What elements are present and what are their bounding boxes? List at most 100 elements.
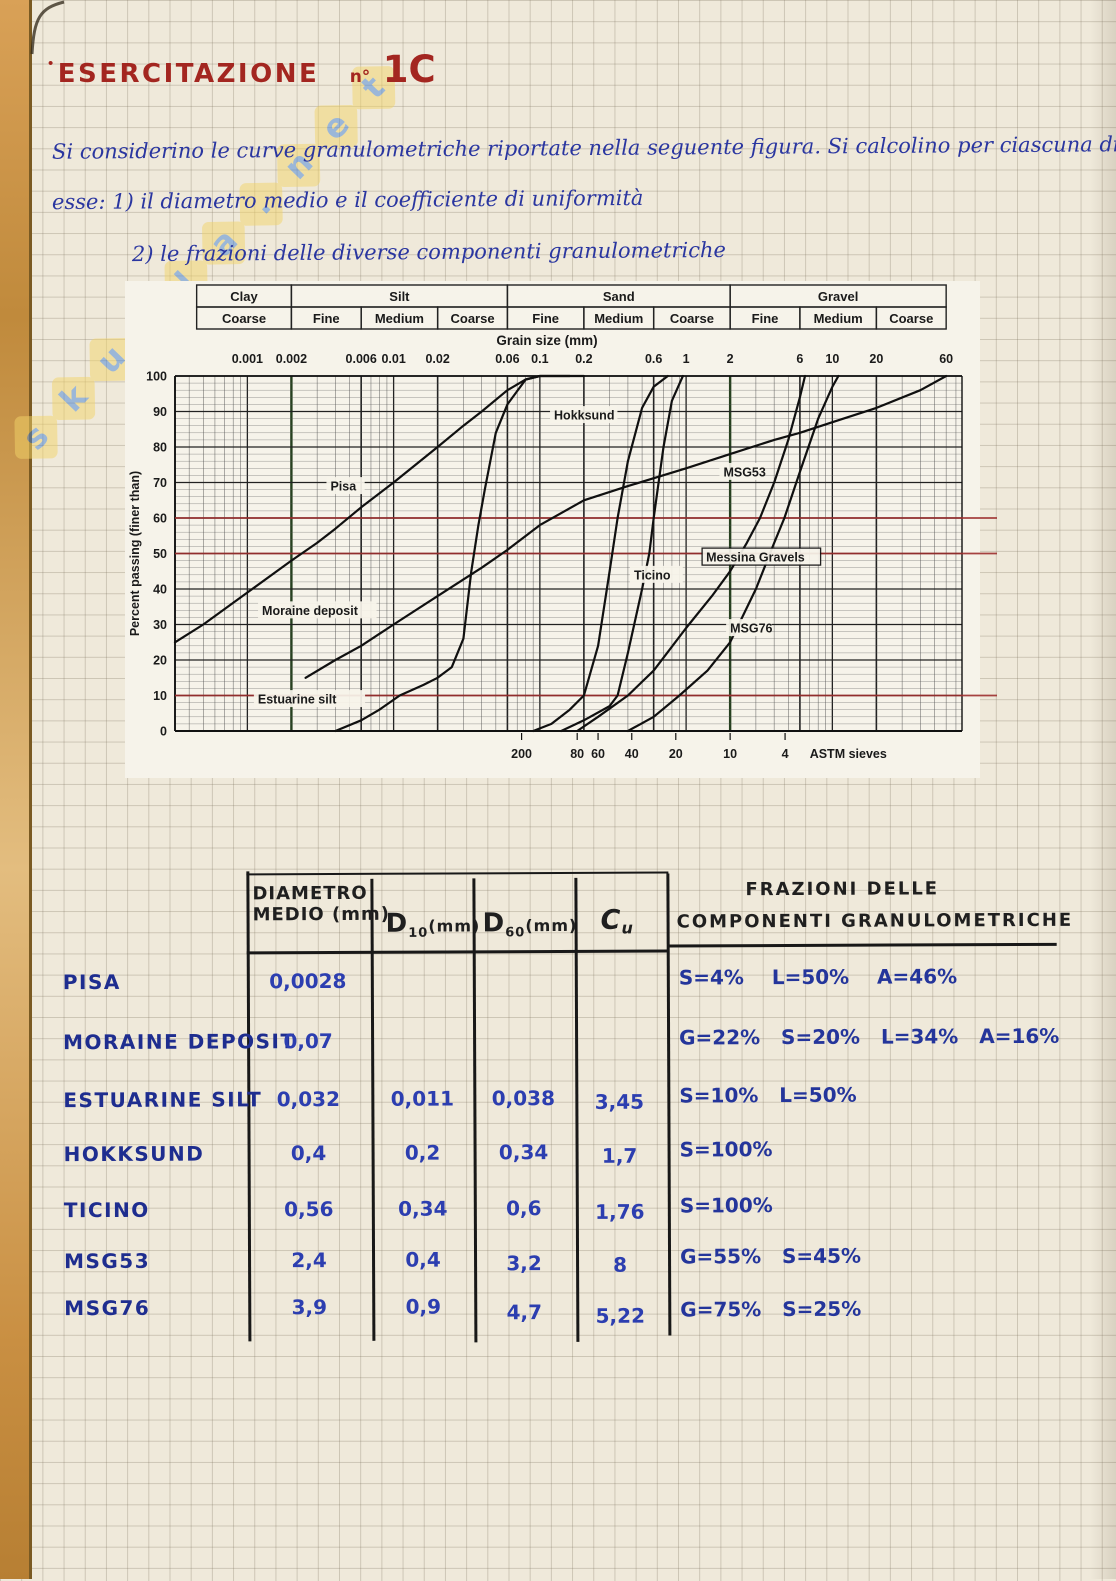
cell-fractions: G=75% S=25%	[680, 1296, 862, 1322]
svg-text:Medium: Medium	[594, 311, 643, 326]
cell-d10: 0,2	[404, 1140, 441, 1165]
row-label: PISA	[62, 969, 121, 995]
table-row: MORAINE DEPOSIT 0,07 G=22% S=20% L=34% A…	[0, 0, 1113, 1054]
svg-text:80: 80	[153, 441, 167, 455]
svg-text:Coarse: Coarse	[222, 311, 266, 326]
svg-text:0.06: 0.06	[495, 352, 519, 366]
title-bullet: •	[48, 55, 54, 72]
curve-label: Moraine deposit	[262, 604, 359, 618]
cell-cu: 3,45	[594, 1089, 645, 1114]
curve-label: Ticino	[634, 568, 671, 582]
row-label: MSG76	[64, 1295, 151, 1321]
header-cu: Cu	[601, 905, 634, 938]
cell-cu: 8	[613, 1252, 628, 1277]
svg-text:10: 10	[153, 689, 167, 703]
header-d60: D60(mm)	[483, 908, 578, 941]
table-row: MSG53 2,4 0,4 3,2 8 G=55% S=45%	[0, 0, 1113, 1277]
svg-text:10: 10	[825, 352, 839, 366]
title-word: ESERCITAZIONE	[57, 59, 320, 89]
table-row: MSG76 3,9 0,9 4,7 5,22 G=75% S=25%	[0, 0, 1113, 1328]
classification-bands: Clay Coarse Silt Fine Medium Coarse Sand Fine Me…	[195, 284, 947, 330]
table-row: PISA 0,0028 S=4% L=50% A=46%	[0, 0, 1113, 994]
svg-text:60: 60	[591, 747, 605, 761]
curve-label: Pisa	[330, 480, 357, 494]
row-label: ESTUARINE SILT	[63, 1087, 263, 1113]
x-axis-top: Grain size (mm) 0.001 0.002 0.006 0.01 0.02 0.…	[232, 333, 953, 366]
svg-text:10: 10	[723, 747, 737, 761]
header-d10: D10(mm)	[386, 908, 481, 941]
cell-fractions: S=100%	[679, 1193, 773, 1218]
cell-fractions: S=100%	[679, 1137, 773, 1162]
table-top-line	[246, 871, 669, 876]
header-d10-sub: 10	[408, 925, 429, 941]
svg-text:Fine: Fine	[752, 311, 779, 326]
svg-text:90: 90	[153, 405, 167, 419]
cell-fractions: G=55% S=45%	[679, 1243, 862, 1269]
row-label: MSG53	[64, 1248, 151, 1274]
svg-text:0.2: 0.2	[575, 352, 592, 366]
curve-label: MSG53	[723, 465, 765, 479]
svg-text:0: 0	[160, 725, 167, 739]
cell-fractions: G=22% S=20% L=34% A=16%	[679, 1023, 1060, 1050]
curve-label: MSG76	[730, 622, 772, 636]
svg-text:0.01: 0.01	[381, 352, 405, 366]
svg-text:Percent passing (finer than): Percent passing (finer than)	[128, 471, 142, 636]
svg-text:4: 4	[782, 747, 789, 761]
curves	[173, 374, 948, 733]
grain-size-chart: Clay Coarse Silt Fine Medium Coarse Sand Fine Me…	[125, 281, 997, 778]
svg-text:Coarse: Coarse	[889, 311, 933, 326]
curve-pisa	[173, 374, 585, 644]
cell-fractions: S=10% L=50%	[679, 1082, 857, 1108]
row-label: HOKKSUND	[63, 1141, 205, 1167]
cell-cu: 1,76	[595, 1199, 645, 1224]
svg-text:Coarse: Coarse	[450, 311, 494, 326]
curve-msg76	[626, 374, 840, 733]
cell-d60: 0,038	[491, 1086, 556, 1111]
curve-estuarine-silt	[334, 374, 571, 733]
svg-text:6: 6	[796, 352, 803, 366]
header-cu-sub: u	[621, 918, 634, 938]
curve-msg53	[576, 374, 807, 733]
cell-diametro-medio: 0,07	[283, 1028, 333, 1054]
svg-text:Silt: Silt	[389, 289, 410, 304]
header-diametro-line1: DIAMETRO	[252, 882, 368, 905]
svg-text:Fine: Fine	[532, 311, 559, 326]
title-number-label: n°	[349, 67, 371, 87]
header-diametro-line2: MEDIO (mm)	[252, 903, 390, 926]
svg-text:30: 30	[153, 618, 167, 632]
svg-text:0.02: 0.02	[425, 352, 449, 366]
title-number: 1C	[382, 48, 436, 91]
curve-labels: Pisa Moraine deposit Estuarine silt Hokksun…	[253, 406, 822, 708]
svg-text:20: 20	[669, 747, 683, 761]
table-row: ESTUARINE SILT 0,032 0,011 0,038 3,45 S=…	[0, 0, 1113, 1114]
svg-text:50: 50	[153, 547, 167, 561]
header-frazioni-line2: COMPONENTI GRANULOMETRICHE	[676, 909, 1074, 933]
svg-text:Medium: Medium	[814, 311, 863, 326]
page-title: • ESERCITAZIONE n° 1C	[48, 48, 436, 91]
cell-d60: 3,2	[506, 1251, 542, 1276]
svg-text:0.6: 0.6	[645, 352, 662, 366]
cell-fractions: S=4% L=50% A=46%	[678, 964, 958, 990]
svg-text:200: 200	[511, 747, 532, 761]
cell-d60: 0,34	[498, 1140, 549, 1165]
header-d10-base: D	[385, 908, 409, 939]
curve-label: Hokksund	[554, 409, 614, 423]
svg-text:60: 60	[153, 512, 167, 526]
curve-hokksund	[532, 374, 669, 733]
svg-text:ASTM sieves: ASTM sieves	[810, 747, 887, 761]
curve-ticino	[560, 374, 685, 733]
curve-moraine-deposit	[304, 374, 948, 679]
cell-diametro-medio: 2,4	[291, 1248, 327, 1273]
curve-label: Messina Gravels	[706, 551, 805, 565]
cell-diametro-medio: 0,032	[276, 1086, 341, 1112]
row-label: TICINO	[63, 1197, 150, 1223]
header-d60-base: D	[482, 908, 506, 939]
svg-text:0.001: 0.001	[232, 352, 263, 366]
cell-cu: 1,7	[601, 1143, 638, 1168]
cell-diametro-medio: 3,9	[291, 1295, 328, 1320]
svg-text:Sand: Sand	[603, 289, 635, 304]
page-corner-curl	[30, 0, 65, 55]
table-header-underline	[246, 949, 669, 954]
